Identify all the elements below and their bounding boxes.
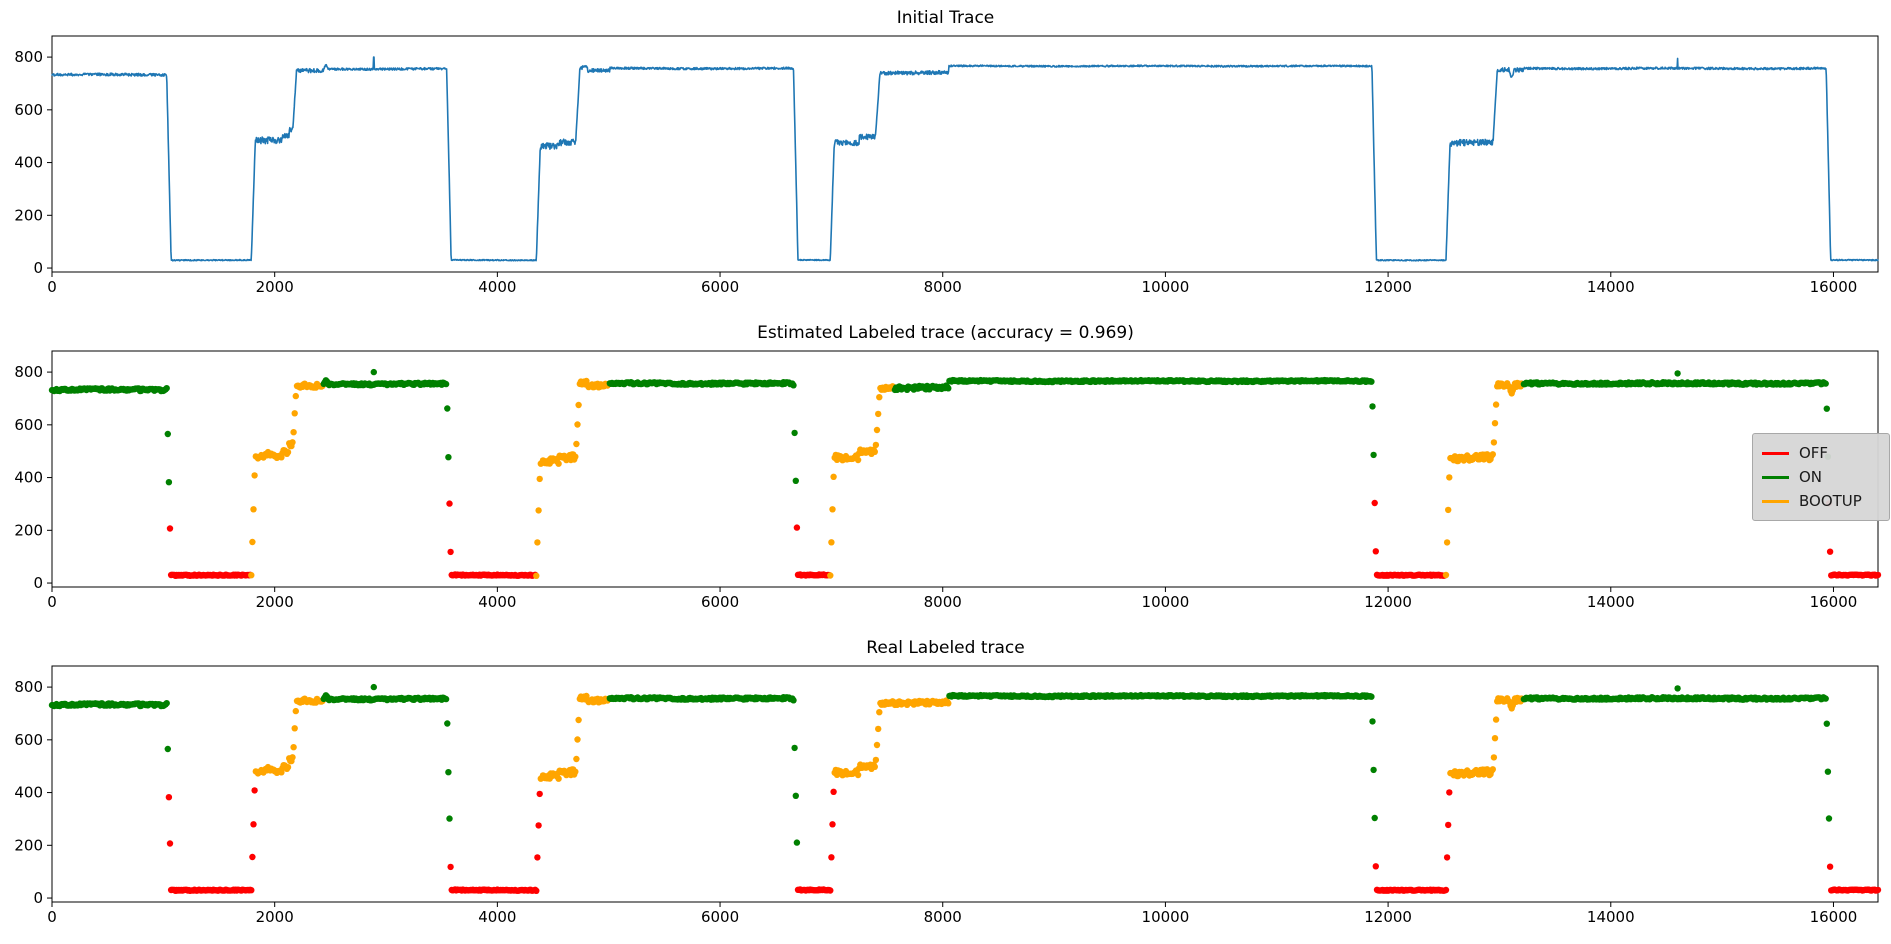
plot-real-labeled-trace: Real Labeled trace 0 2000 4000 6000 8000 1000…: [0, 630, 1891, 944]
trace-line: [51, 56, 1879, 262]
x-tick-label: 4000: [478, 908, 516, 926]
plot-canvas-estimated: 0 2000 4000 6000 8000 10000 12000 14000 16000 0 20…: [14, 350, 1882, 611]
y-tick-label: 800: [14, 48, 43, 66]
legend-label-off: OFF: [1799, 444, 1829, 462]
y-tick-label: 0: [33, 259, 43, 277]
spike-point: [370, 683, 377, 691]
legend-line-bootup: [1762, 499, 1789, 503]
x-tick-label: 2000: [256, 593, 294, 611]
y-tick-label: 400: [14, 154, 43, 172]
y-tick-label: 800: [14, 363, 43, 381]
y-tick-label: 600: [14, 101, 43, 119]
x-tick-label: 14000: [1587, 908, 1635, 926]
x-tick-label: 14000: [1587, 278, 1635, 296]
x-tick-label: 4000: [478, 593, 516, 611]
legend-label-on: ON: [1799, 468, 1823, 486]
y-tick-label: 600: [14, 731, 43, 749]
plot-box: [51, 35, 1879, 273]
scatter-points: [48, 368, 1882, 579]
y-tick-label: 0: [33, 889, 43, 907]
legend-line-off: [1762, 451, 1789, 455]
y-tick-label: 0: [33, 574, 43, 592]
plot-box: [51, 665, 1879, 903]
axes: 0 2000 4000 6000 8000 10000 12000 14000 16000 0 20…: [14, 35, 1879, 296]
plot-canvas-real: 0 2000 4000 6000 8000 10000 12000 14000 16000 0 20…: [14, 665, 1882, 926]
x-tick-label: 10000: [1142, 908, 1190, 926]
x-tick-label: 16000: [1810, 278, 1858, 296]
spike-point: [370, 368, 377, 376]
x-tick-label: 6000: [701, 278, 739, 296]
y-tick-label: 400: [14, 469, 43, 487]
y-tick-label: 200: [14, 521, 43, 539]
y-tick-label: 200: [14, 206, 43, 224]
x-tick-label: 6000: [701, 593, 739, 611]
y-tick-label: 600: [14, 416, 43, 434]
legend: OFF ON BOOTUP: [1752, 433, 1890, 521]
x-tick-label: 0: [47, 593, 57, 611]
x-tick-label: 16000: [1810, 908, 1858, 926]
axes: 0 2000 4000 6000 8000 10000 12000 14000 16000 0 20…: [14, 350, 1879, 611]
x-tick-label: 2000: [256, 908, 294, 926]
x-tick-label: 8000: [924, 908, 962, 926]
plot-estimated-labeled-trace: Estimated Labeled trace (accuracy = 0.96…: [0, 315, 1891, 630]
x-tick-label: 10000: [1142, 593, 1190, 611]
x-tick-label: 12000: [1364, 908, 1412, 926]
x-tick-label: 4000: [478, 278, 516, 296]
x-tick-label: 6000: [701, 908, 739, 926]
x-tick-label: 2000: [256, 278, 294, 296]
x-tick-label: 0: [47, 278, 57, 296]
spike-point: [1674, 685, 1681, 692]
x-tick-label: 8000: [924, 278, 962, 296]
y-tick-label: 200: [14, 836, 43, 854]
x-tick-label: 16000: [1810, 593, 1858, 611]
x-tick-label: 8000: [924, 593, 962, 611]
spike-point: [1674, 370, 1681, 377]
plot-canvas-initial: 0 2000 4000 6000 8000 10000 12000 14000 16000 0 20…: [14, 35, 1879, 296]
scatter-points: [48, 683, 1882, 894]
legend-label-bootup: BOOTUP: [1799, 492, 1862, 510]
y-tick-label: 400: [14, 784, 43, 802]
plot-initial-trace: Initial Trace 0 2000 4000 6000 8000 10000 1200…: [0, 0, 1891, 315]
x-tick-label: 12000: [1364, 593, 1412, 611]
y-tick-label: 800: [14, 678, 43, 696]
legend-item-on: ON: [1762, 465, 1880, 489]
x-tick-label: 0: [47, 908, 57, 926]
x-tick-label: 12000: [1364, 278, 1412, 296]
legend-item-bootup: BOOTUP: [1762, 489, 1880, 513]
x-tick-label: 14000: [1587, 593, 1635, 611]
axes: 0 2000 4000 6000 8000 10000 12000 14000 16000 0 20…: [14, 665, 1879, 926]
legend-item-off: OFF: [1762, 441, 1880, 465]
legend-line-on: [1762, 475, 1789, 479]
x-tick-label: 10000: [1142, 278, 1190, 296]
